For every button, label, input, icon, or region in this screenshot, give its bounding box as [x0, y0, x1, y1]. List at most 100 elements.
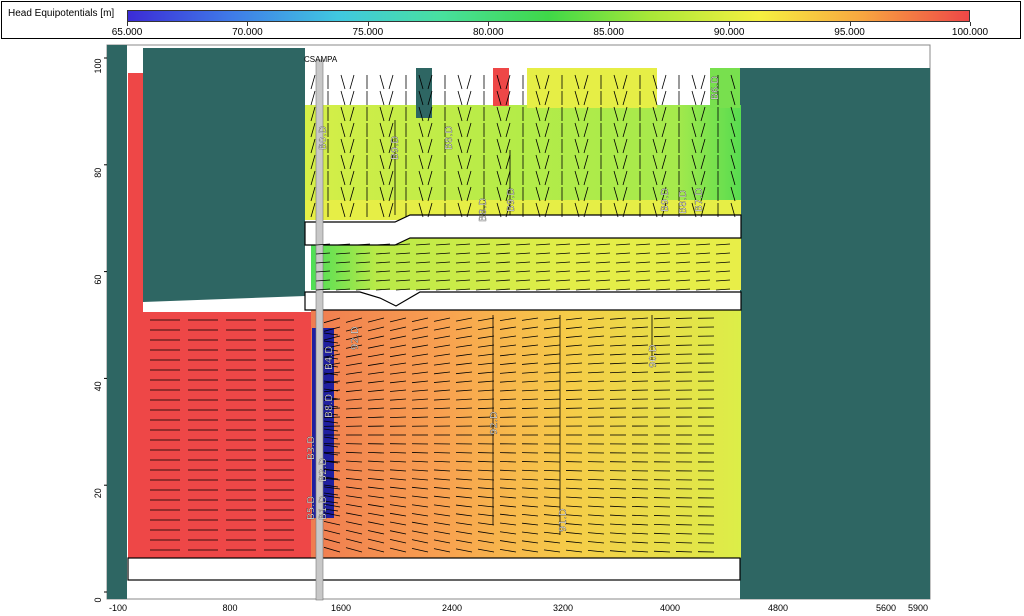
flow-vector — [411, 335, 429, 340]
well-label-b8d-1: B8.D — [444, 126, 455, 150]
well-label-92d-1: 92.D — [350, 326, 361, 350]
flow-vector — [609, 335, 627, 338]
flow-vector — [635, 288, 651, 291]
flow-vector — [583, 122, 589, 138]
flow-vector — [515, 243, 531, 246]
flow-vector — [543, 505, 561, 508]
flow-vector — [565, 523, 583, 526]
flow-vector — [583, 90, 589, 106]
flow-vector — [675, 317, 693, 319]
flow-vector — [691, 122, 697, 138]
flow-vector — [415, 270, 431, 273]
flow-vector — [505, 154, 511, 170]
flow-vector — [653, 362, 671, 364]
flow-vector — [418, 74, 424, 90]
flow-vector — [675, 279, 691, 282]
flow-vector — [389, 380, 407, 384]
base-layer — [127, 557, 741, 581]
flow-vector — [355, 279, 371, 282]
flow-vector — [715, 270, 731, 273]
flow-vector — [315, 261, 331, 264]
flow-vector — [609, 541, 627, 544]
flow-vector — [730, 90, 736, 106]
flow-vector — [323, 364, 339, 368]
flow-vector — [310, 122, 316, 138]
flow-vector — [652, 74, 658, 90]
flow-vector — [587, 353, 605, 356]
flow-vector — [418, 202, 424, 218]
flow-vector — [543, 389, 561, 392]
flow-vector — [455, 344, 473, 348]
flow-vector — [411, 344, 429, 349]
flow-vector — [477, 317, 495, 322]
flow-vector — [411, 398, 429, 401]
flow-vector — [635, 279, 651, 282]
flow-vector — [691, 74, 697, 90]
flow-vector — [323, 353, 341, 358]
flow-vector — [700, 74, 706, 90]
flow-vector — [730, 154, 736, 170]
flow-vector — [345, 326, 363, 332]
flow-vector — [427, 90, 433, 106]
flow-vector — [730, 122, 736, 138]
flow-vector — [433, 371, 451, 375]
flow-vector — [367, 504, 385, 508]
flow-vector — [388, 170, 394, 186]
flow-vector — [345, 512, 363, 517]
flow-vector — [323, 508, 339, 512]
flow-vector — [411, 353, 429, 357]
flow-vector — [609, 523, 627, 526]
colorbar-tick-label: 85.000 — [593, 27, 624, 38]
flow-vector — [544, 154, 550, 170]
flow-vector — [675, 326, 693, 328]
flow-vector — [521, 371, 539, 374]
flow-vector — [655, 243, 671, 246]
flow-vector — [609, 371, 627, 374]
flow-vector — [457, 170, 463, 186]
x-tick-label: 2400 — [442, 603, 462, 613]
flow-vector — [323, 495, 341, 499]
flow-vector — [505, 138, 511, 154]
flow-vector — [655, 279, 671, 282]
flow-vector — [521, 469, 539, 472]
flow-vector — [583, 106, 589, 122]
x-tick-label: 1600 — [331, 603, 351, 613]
flow-vector — [455, 252, 471, 255]
flow-vector — [695, 279, 711, 282]
well-label-b6d: B6.D — [710, 76, 721, 100]
flow-vector — [521, 531, 539, 535]
flow-vector — [323, 335, 341, 341]
flow-vector — [345, 460, 363, 463]
flow-vector — [389, 317, 407, 323]
flow-vector — [595, 252, 611, 255]
flow-vector — [695, 288, 711, 291]
flow-vector — [565, 398, 583, 400]
flow-vector — [475, 288, 491, 291]
flow-vector — [323, 371, 341, 375]
flow-vector — [323, 452, 339, 456]
flow-vector — [455, 270, 471, 273]
upper-aquitard — [304, 214, 742, 246]
flow-vector — [587, 523, 605, 526]
flow-vector — [323, 428, 339, 432]
flow-vector — [675, 288, 691, 291]
flow-vector — [367, 389, 385, 392]
flow-vector — [715, 243, 731, 246]
flow-vector — [455, 407, 473, 410]
flow-vector — [543, 496, 561, 499]
flow-vector — [535, 279, 551, 282]
flow-vector — [411, 469, 429, 472]
flow-vector — [388, 154, 394, 170]
flow-vector — [355, 270, 371, 273]
flow-vector — [615, 288, 631, 291]
flow-vector — [367, 335, 385, 340]
flow-vector — [631, 550, 649, 553]
flow-vector — [587, 478, 605, 481]
flow-vector — [613, 154, 619, 170]
flow-vector — [415, 261, 431, 264]
flow-vector — [653, 550, 671, 553]
flow-vector — [379, 186, 385, 202]
y-tick-label: 60 — [93, 275, 103, 285]
flow-vector — [496, 202, 502, 218]
flow-vector — [499, 398, 517, 401]
